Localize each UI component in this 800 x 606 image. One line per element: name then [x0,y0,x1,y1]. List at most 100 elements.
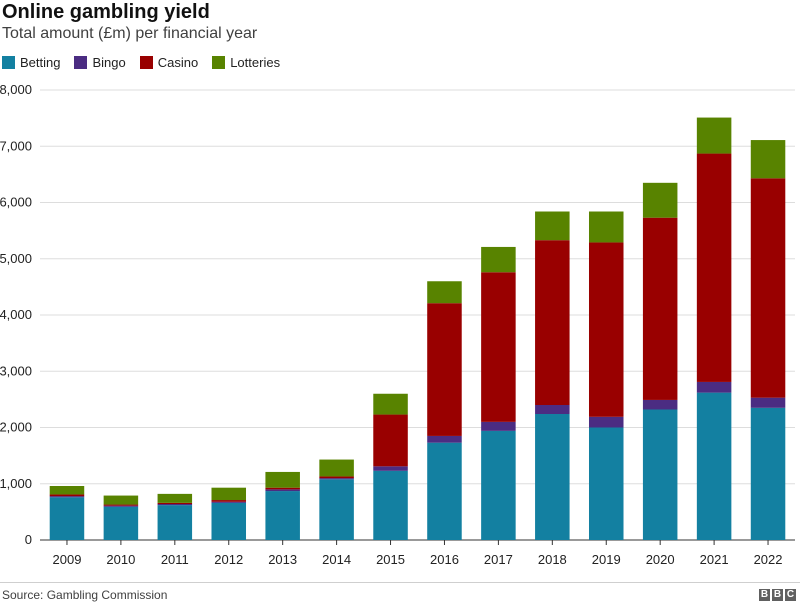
legend: Betting Bingo Casino Lotteries [2,55,294,70]
legend-swatch-lotteries [212,56,226,69]
bar-segment-bingo-2016 [427,435,462,443]
y-tick-label: 2,000 [0,420,32,435]
y-tick-label: 7,000 [0,138,32,153]
bbc-logo-letter-3: C [785,589,796,601]
bar-segment-betting-2013 [265,491,300,540]
chart-title: Online gambling yield [2,1,210,23]
x-tick-label: 2016 [430,552,459,567]
x-tick-label: 2014 [322,552,351,567]
bar-segment-bingo-2019 [588,416,624,428]
bar-segment-lotteries-2011 [157,493,193,503]
stacked-bar-chart: 0 1,000 2,000 3,000 4,000 5,000 6,000 7,000 8,00… [0,82,795,567]
legend-swatch-casino [139,56,153,69]
bar-segment-bingo-2015 [373,466,408,471]
bar-segment-bingo-2018 [535,405,570,414]
bar-segment-lotteries-2019 [588,211,624,243]
x-tick-label: 2019 [592,552,621,567]
x-tick-label: 2015 [376,552,405,567]
x-tick-label: 2018 [538,552,567,567]
bar-segment-casino-2012 [211,500,247,502]
bar-segment-betting-2010 [103,506,139,540]
bar-segment-casino-2022 [750,178,786,398]
bar-segment-casino-2014 [319,476,354,479]
bar-segment-casino-2009 [49,494,85,497]
bar-segment-casino-2011 [157,502,193,504]
legend-label-bingo: Bingo [92,55,126,70]
x-tick-label: 2022 [754,552,783,567]
legend-label-casino: Casino [157,55,199,70]
y-tick-label: 0 [25,532,32,547]
y-tick-label: 6,000 [0,195,32,210]
bar-segment-lotteries-2012 [211,487,247,501]
bar-segment-bingo-2020 [642,399,678,410]
x-tick-label: 2020 [646,552,675,567]
bar-segment-betting-2014 [319,479,354,540]
bar-segment-casino-2013 [265,487,300,490]
bar-segment-lotteries-2014 [319,459,354,477]
bar-segment-bingo-2009 [49,496,85,498]
bbc-logo: B B C [757,589,796,601]
bar-segment-lotteries-2010 [103,495,139,505]
bar-segment-betting-2017 [481,430,516,540]
bar-segment-casino-2017 [481,272,516,422]
bar-segment-betting-2020 [642,409,678,540]
bar-segment-lotteries-2021 [696,117,732,154]
legend-item-lotteries: Lotteries [212,55,280,70]
legend-item-bingo: Bingo [74,55,126,70]
legend-swatch-bingo [74,56,88,69]
bar-segment-betting-2021 [696,392,732,540]
bar-segment-bingo-2017 [481,421,516,431]
legend-item-betting: Betting [2,55,60,70]
bar-segment-bingo-2021 [696,381,732,393]
legend-label-lotteries: Lotteries [230,55,281,70]
bar-segment-casino-2018 [535,240,570,405]
y-tick-label: 4,000 [0,307,32,322]
bar-segment-lotteries-2018 [535,211,570,241]
bbc-logo-letter-2: B [772,589,783,601]
legend-label-betting: Betting [20,55,61,70]
bar-segment-bingo-2022 [750,397,786,408]
bar-segment-betting-2009 [49,497,85,540]
bar-segment-bingo-2010 [103,505,139,507]
y-tick-label: 3,000 [0,363,32,378]
bar-segment-lotteries-2020 [642,182,678,218]
bar-segment-bingo-2014 [319,478,354,480]
bar-segment-betting-2016 [427,442,462,540]
bar-segment-casino-2010 [103,504,139,506]
bar-segment-casino-2020 [642,217,678,400]
bar-segment-betting-2022 [750,407,786,540]
bar-segment-lotteries-2015 [373,393,408,415]
bbc-logo-letter-1: B [759,589,770,601]
bar-segment-casino-2016 [427,303,462,436]
bar-segment-lotteries-2017 [481,246,516,273]
x-tick-label: 2011 [161,552,189,567]
bar-segment-casino-2019 [588,242,624,417]
bar-segment-bingo-2013 [265,489,300,492]
bar-segment-casino-2015 [373,414,408,467]
y-tick-label: 5,000 [0,251,32,266]
legend-swatch-betting [2,56,15,69]
x-tick-label: 2009 [53,552,82,567]
x-tick-label: 2021 [700,552,729,567]
bar-segment-betting-2015 [373,470,408,540]
x-tick-label: 2010 [106,552,135,567]
bar-segment-betting-2018 [535,414,570,540]
bar-segment-lotteries-2022 [750,140,786,179]
bar-segment-betting-2019 [588,427,624,540]
chart-subtitle: Total amount (£m) per financial year [2,25,258,42]
x-tick-label: 2017 [484,552,513,567]
bar-segment-lotteries-2016 [427,281,462,304]
bar-segment-lotteries-2009 [49,486,85,495]
legend-item-casino: Casino [139,55,199,70]
source-note: Source: Gambling Commission [2,588,168,602]
bar-segment-lotteries-2013 [265,471,300,488]
bar-segment-betting-2012 [211,502,247,540]
y-tick-label: 1,000 [0,476,32,491]
bar-segment-betting-2011 [157,505,193,540]
x-tick-label: 2012 [214,552,243,567]
y-tick-label: 8,000 [0,82,32,97]
bar-segment-bingo-2011 [157,504,193,506]
x-tick-label: 2013 [268,552,297,567]
bar-segment-bingo-2012 [211,501,247,503]
footer-divider [0,582,800,583]
